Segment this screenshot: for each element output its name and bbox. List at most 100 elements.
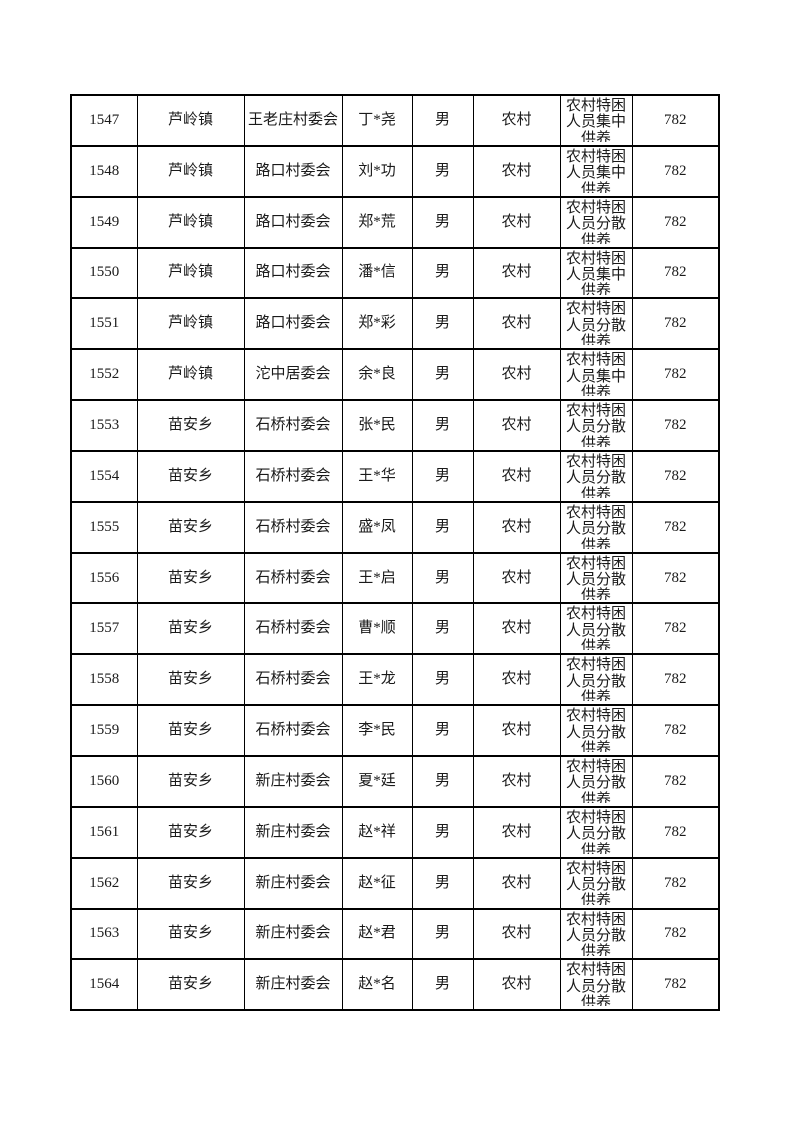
cell-sequence-number: 1553 [70,399,138,452]
support-category-text: 农村特困人员分散供养 [565,758,626,803]
support-category-text: 农村特困人员分散供养 [565,504,626,549]
cell-amount: 782 [631,246,720,300]
cell-sequence-number: 1559 [70,704,138,757]
cell-gender: 男 [411,195,474,249]
cell-household-type: 农村 [472,449,561,503]
cell-township: 苗安乡 [136,856,245,910]
cell-amount: 782 [631,348,720,402]
cell-amount: 782 [631,551,720,605]
table-row: 1555 苗安乡 石桥村委会 盛*凤 男 农村 农村特困人员分散供养 782 [70,500,720,554]
cell-person-name: 盛*凤 [341,500,413,554]
support-category-text: 农村特困人员分散供养 [565,403,626,448]
cell-gender: 男 [411,348,474,402]
cell-township: 苗安乡 [136,449,245,503]
support-category-text: 农村特困人员分散供养 [565,708,626,753]
cell-household-type: 农村 [472,754,561,808]
cell-village-committee: 新庄村委会 [243,754,343,808]
table-row: 1550 芦岭镇 路口村委会 潘*信 男 农村 农村特困人员集中供养 782 [70,246,720,300]
cell-township: 苗安乡 [136,704,245,757]
cell-person-name: 刘*功 [341,144,413,198]
cell-township: 苗安乡 [136,653,245,707]
cell-person-name: 李*民 [341,704,413,757]
cell-township: 苗安乡 [136,805,245,859]
cell-sequence-number: 1561 [70,805,138,859]
cell-township: 苗安乡 [136,399,245,452]
table-row: 1547 芦岭镇 王老庄村委会 丁*尧 男 农村 农村特困人员集中供养 782 [70,94,720,147]
cell-person-name: 王*龙 [341,653,413,707]
cell-person-name: 夏*廷 [341,754,413,808]
cell-gender: 男 [411,94,474,147]
cell-amount: 782 [631,195,720,249]
cell-household-type: 农村 [472,704,561,757]
cell-person-name: 赵*君 [341,907,413,961]
cell-amount: 782 [631,805,720,859]
cell-person-name: 潘*信 [341,246,413,300]
cell-gender: 男 [411,856,474,910]
cell-household-type: 农村 [472,551,561,605]
cell-amount: 782 [631,500,720,554]
cell-person-name: 郑*荒 [341,195,413,249]
table-body: 1547 芦岭镇 王老庄村委会 丁*尧 男 农村 农村特困人员集中供养 782 … [70,94,720,1012]
cell-support-category: 农村特困人员分散供养 [559,602,633,656]
cell-gender: 男 [411,399,474,452]
cell-amount: 782 [631,449,720,503]
cell-person-name: 赵*名 [341,958,413,1012]
cell-village-committee: 沱中居委会 [243,348,343,402]
cell-gender: 男 [411,805,474,859]
table-row: 1554 苗安乡 石桥村委会 王*华 男 农村 农村特困人员分散供养 782 [70,449,720,503]
cell-support-category: 农村特困人员分散供养 [559,195,633,249]
support-category-text: 农村特困人员分散供养 [565,301,626,346]
table-row: 1549 芦岭镇 路口村委会 郑*荒 男 农村 农村特困人员分散供养 782 [70,195,720,249]
cell-gender: 男 [411,704,474,757]
cell-sequence-number: 1548 [70,144,138,198]
support-category-text: 农村特困人员集中供养 [565,250,626,295]
cell-amount: 782 [631,94,720,147]
support-category-text: 农村特困人员分散供养 [565,606,626,651]
cell-village-committee: 石桥村委会 [243,500,343,554]
cell-sequence-number: 1556 [70,551,138,605]
support-category-text: 农村特困人员分散供养 [565,860,626,905]
cell-village-committee: 新庄村委会 [243,958,343,1012]
cell-support-category: 农村特困人员分散供养 [559,399,633,452]
cell-support-category: 农村特困人员分散供养 [559,297,633,351]
cell-township: 芦岭镇 [136,195,245,249]
cell-township: 芦岭镇 [136,297,245,351]
cell-household-type: 农村 [472,602,561,656]
cell-village-committee: 石桥村委会 [243,704,343,757]
cell-person-name: 张*民 [341,399,413,452]
cell-person-name: 余*良 [341,348,413,402]
support-category-text: 农村特困人员分散供养 [565,555,626,600]
cell-village-committee: 路口村委会 [243,297,343,351]
cell-support-category: 农村特困人员分散供养 [559,551,633,605]
cell-household-type: 农村 [472,958,561,1012]
support-category-text: 农村特困人员分散供养 [565,809,626,854]
cell-village-committee: 新庄村委会 [243,907,343,961]
cell-village-committee: 路口村委会 [243,144,343,198]
cell-person-name: 赵*祥 [341,805,413,859]
table-row: 1562 苗安乡 新庄村委会 赵*征 男 农村 农村特困人员分散供养 782 [70,856,720,910]
cell-township: 苗安乡 [136,500,245,554]
table-row: 1548 芦岭镇 路口村委会 刘*功 男 农村 农村特困人员集中供养 782 [70,144,720,198]
table-row: 1559 苗安乡 石桥村委会 李*民 男 农村 农村特困人员分散供养 782 [70,704,720,757]
cell-support-category: 农村特困人员分散供养 [559,653,633,707]
cell-person-name: 丁*尧 [341,94,413,147]
cell-township: 芦岭镇 [136,94,245,147]
cell-sequence-number: 1547 [70,94,138,147]
cell-sequence-number: 1549 [70,195,138,249]
cell-sequence-number: 1563 [70,907,138,961]
cell-amount: 782 [631,297,720,351]
cell-person-name: 王*启 [341,551,413,605]
cell-support-category: 农村特困人员分散供养 [559,805,633,859]
cell-amount: 782 [631,704,720,757]
cell-support-category: 农村特困人员分散供养 [559,500,633,554]
table-row: 1553 苗安乡 石桥村委会 张*民 男 农村 农村特困人员分散供养 782 [70,399,720,452]
cell-person-name: 郑*彩 [341,297,413,351]
cell-support-category: 农村特困人员分散供养 [559,754,633,808]
cell-amount: 782 [631,958,720,1012]
cell-village-committee: 石桥村委会 [243,551,343,605]
cell-township: 苗安乡 [136,958,245,1012]
cell-sequence-number: 1558 [70,653,138,707]
table-row: 1563 苗安乡 新庄村委会 赵*君 男 农村 农村特困人员分散供养 782 [70,907,720,961]
cell-sequence-number: 1550 [70,246,138,300]
